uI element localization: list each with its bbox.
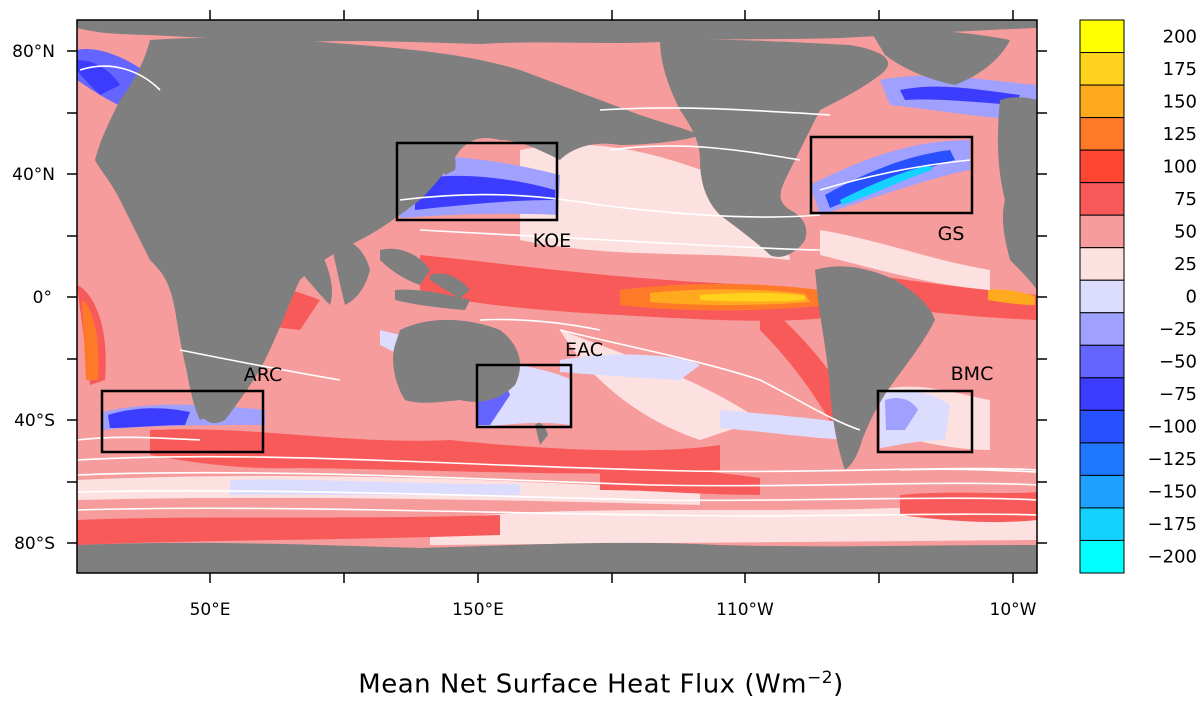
lon-label: 150°E [452,600,504,620]
colorbar-label: −200 [1148,547,1197,568]
title-superscript: −2 [807,668,834,688]
lat-label: 80°S [14,534,55,554]
colorbar-label: −175 [1148,514,1197,535]
lat-label: 40°S [14,411,55,431]
colorbar-label: −125 [1148,449,1197,470]
colorbar-label: 175 [1163,59,1197,80]
colorbar-label: −100 [1148,417,1197,438]
axis-ticks [67,10,1047,583]
colorbar-swatch [1079,247,1125,281]
colorbar-swatch [1079,279,1125,314]
colorbar-swatch [1079,182,1125,216]
lat-label: 80°N [12,42,55,62]
region-box-arc [100,389,265,454]
title-suffix: ) [833,669,844,700]
figure-title: Mean Net Surface Heat Flux (Wm−2) [0,668,1202,700]
region-box-gs [809,135,974,215]
region-box-koe [395,141,559,222]
region-label-arc: ARC [244,364,283,386]
cooling-zones [77,49,1037,496]
colorbar-label: −75 [1159,384,1197,405]
colorbar-swatch [1079,117,1125,151]
title-text: Mean Net Surface Heat Flux (Wm [358,669,808,700]
lat-label: 0° [33,288,52,308]
colorbar-label: −25 [1159,319,1197,340]
colorbar-label: 150 [1163,91,1197,112]
region-label-eac: EAC [565,339,603,361]
colorbar-swatch [1079,312,1125,346]
region-boxes [100,135,974,454]
lon-label: 50°E [190,600,231,620]
region-label-bmc: BMC [951,363,994,385]
colorbar-swatch [1079,442,1125,476]
colorbar-swatch [1079,149,1125,184]
colorbar-label: 75 [1174,189,1197,210]
colorbar-swatch [1079,539,1125,574]
colorbar-swatch [1079,344,1125,379]
colorbar-swatch [1079,19,1125,54]
colorbar-label: 0 [1186,287,1197,308]
colorbar-swatch [1079,409,1125,444]
lat-labels: 80°N 40°N 0° 40°S 80°S [12,42,55,554]
colorbar-label: 100 [1163,156,1197,177]
colorbar-label: −150 [1148,482,1197,503]
region-box-bmc [876,389,974,454]
colorbar-label: 50 [1174,221,1197,242]
colorbar-swatch [1079,214,1125,249]
region-labels: KOE GS EAC ARC BMC [244,223,994,386]
lon-labels: 50°E 150°E 110°W 10°W [190,600,1037,620]
colorbar-label: 200 [1163,26,1197,47]
lon-label: 110°W [716,600,774,620]
colorbar-swatch [1079,52,1125,86]
colorbar-label: 125 [1163,124,1197,145]
map-panel [77,20,1037,573]
colorbar-swatch [1079,474,1125,509]
region-label-koe: KOE [533,230,571,252]
colorbar-label: −50 [1159,352,1197,373]
lon-label: 10°W [990,600,1037,620]
colorbar-swatch [1079,377,1125,411]
colorbar-label: 25 [1174,254,1197,275]
colorbar: 200 175 150 125 100 75 50 25 0 −25 −50 −75 −100 −125 −… [1079,19,1197,574]
land-masses [77,20,1037,573]
region-box-eac [475,363,573,429]
colorbar-swatch [1079,84,1125,119]
region-label-gs: GS [938,223,965,245]
sst-contours [77,65,1037,517]
colorbar-swatch [1079,507,1125,541]
lat-label: 40°N [12,165,55,185]
